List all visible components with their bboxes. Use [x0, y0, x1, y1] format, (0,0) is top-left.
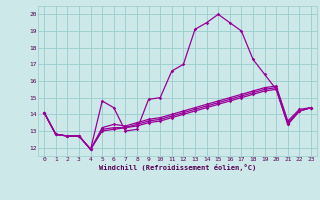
X-axis label: Windchill (Refroidissement éolien,°C): Windchill (Refroidissement éolien,°C) — [99, 164, 256, 171]
